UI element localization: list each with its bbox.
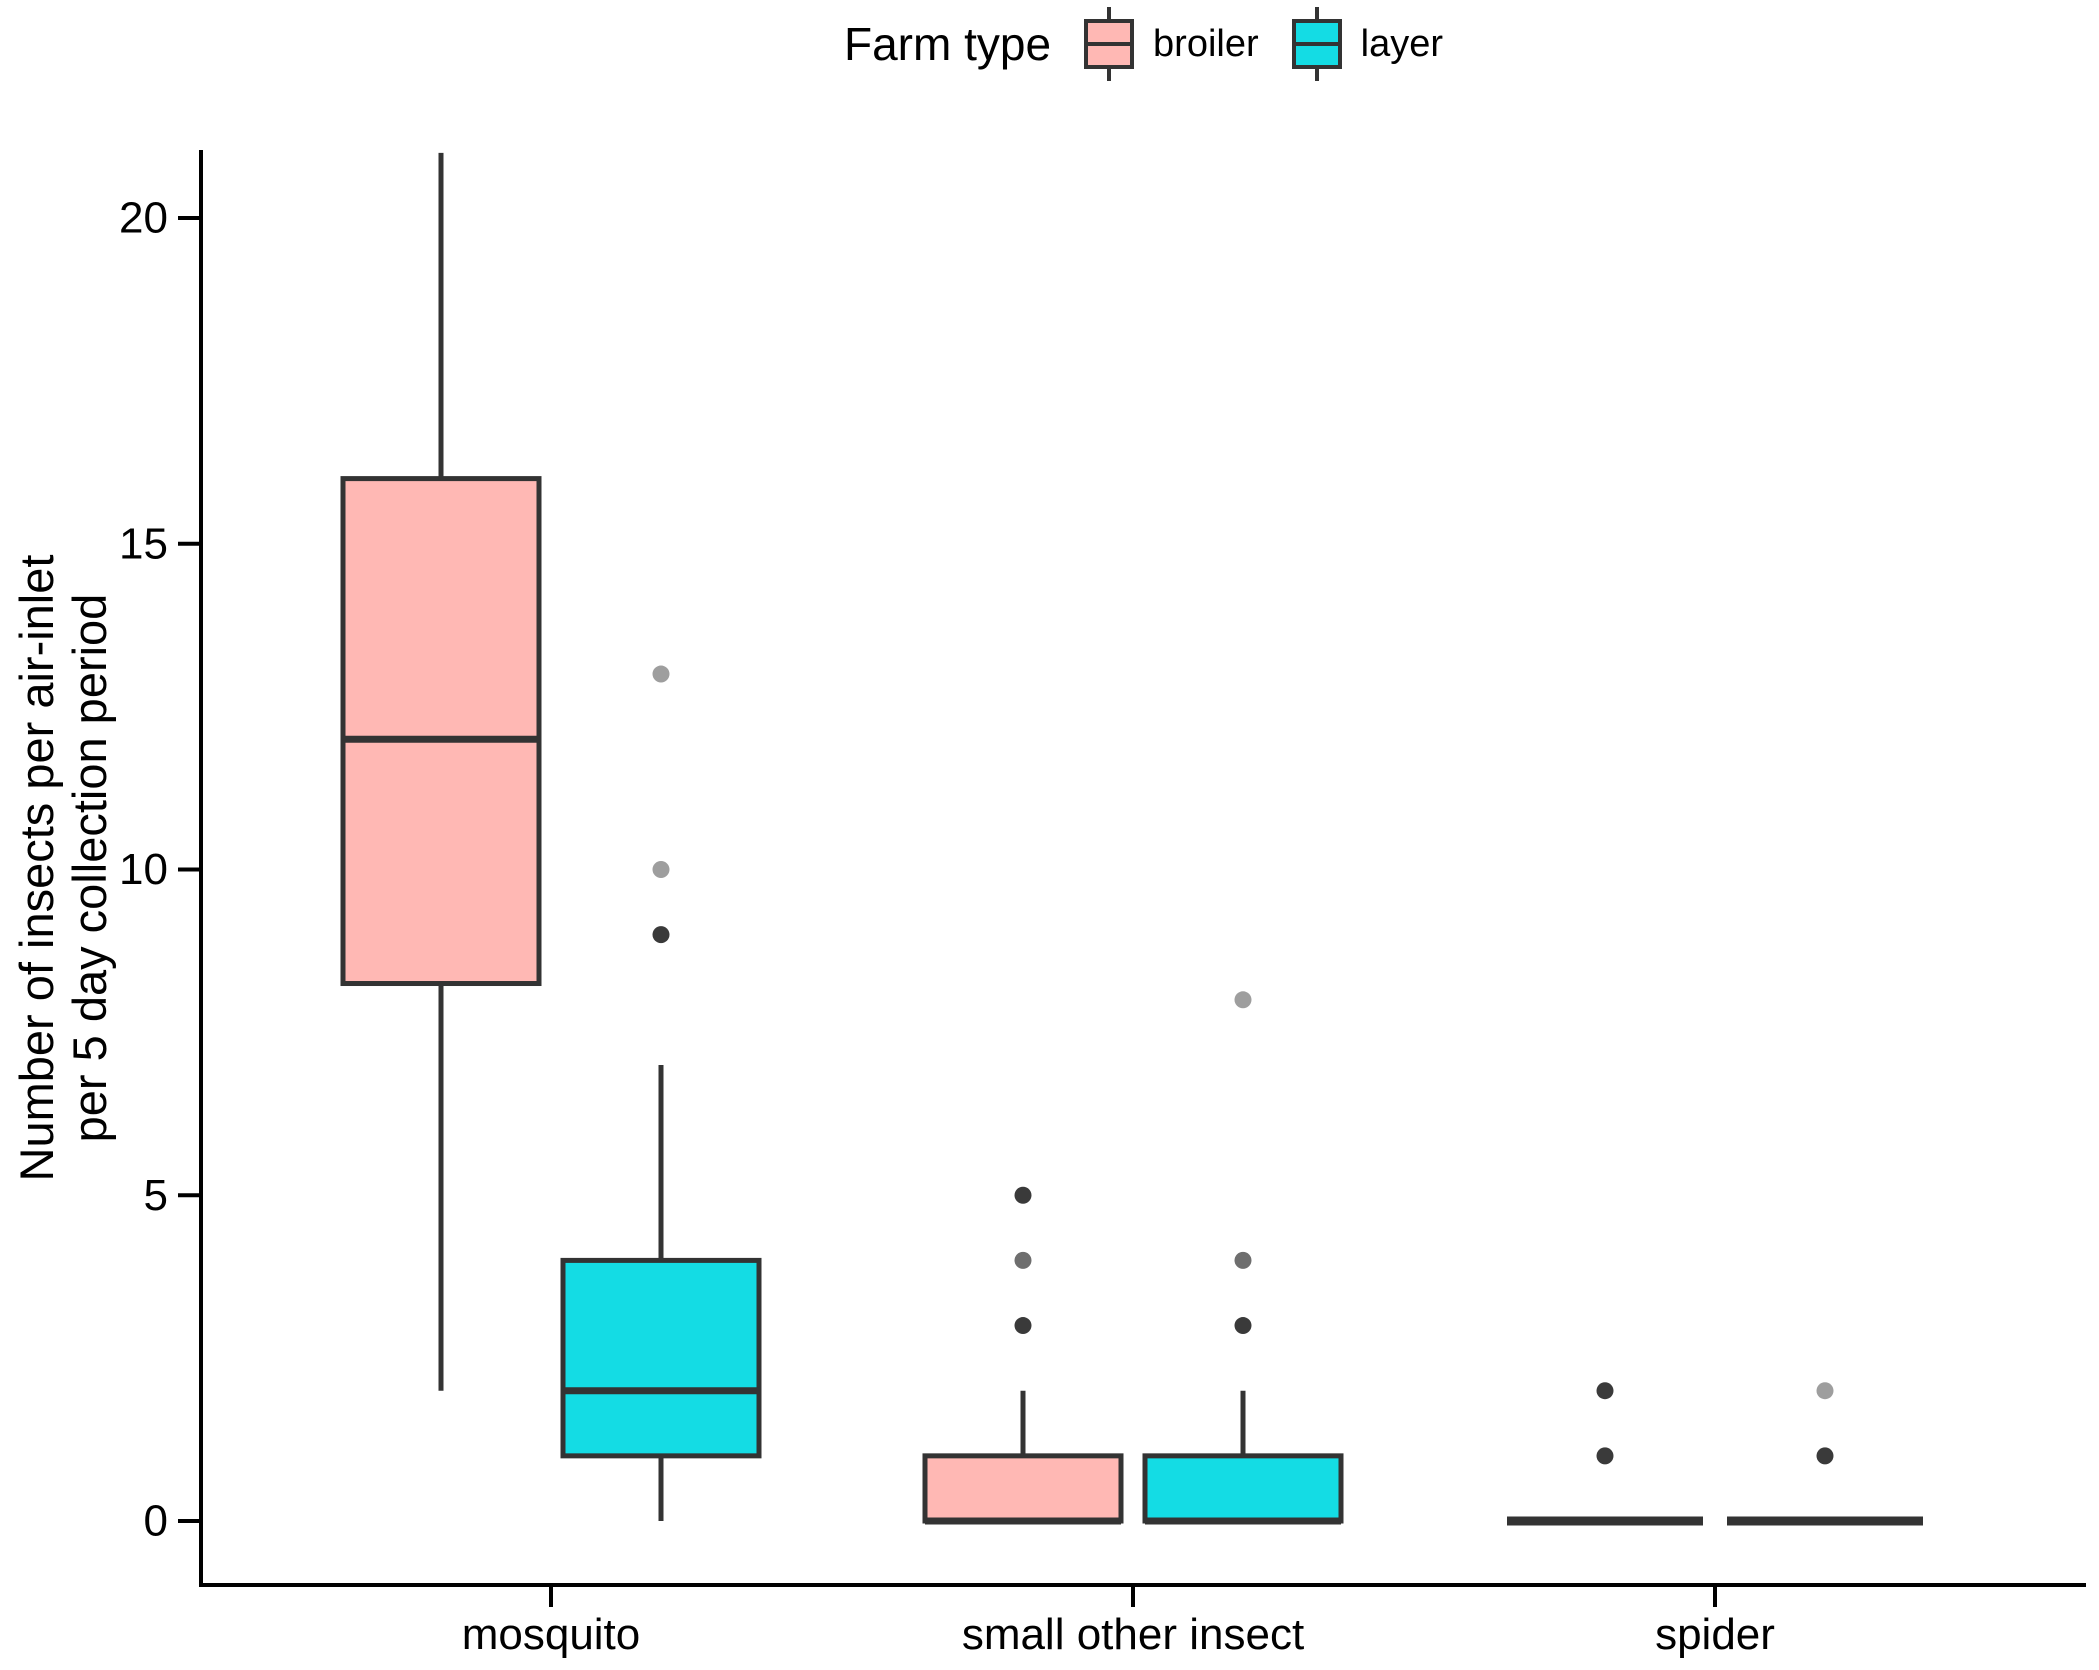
outlier-layer-mosquito xyxy=(652,861,670,878)
legend: Farm type broiler layer xyxy=(201,2,2086,86)
legend-item-broiler: broiler xyxy=(1081,5,1259,83)
box-layer-mosquito xyxy=(560,1257,762,1459)
x-tick-label: small other insect xyxy=(962,1610,1304,1659)
legend-item-layer: layer xyxy=(1289,5,1443,83)
x-tick-label: mosquito xyxy=(462,1610,641,1659)
outlier-layer-spider xyxy=(1816,1382,1834,1400)
outlier-broiler-small-other-insect xyxy=(1014,1186,1032,1204)
box-broiler-mosquito xyxy=(340,476,542,987)
outlier-broiler-small-other-insect xyxy=(1014,1317,1032,1335)
outlier-layer-mosquito xyxy=(652,665,670,683)
boxplot-key-layer-icon xyxy=(1291,7,1342,81)
outlier-layer-mosquito xyxy=(652,926,670,944)
outlier-broiler-small-other-insect xyxy=(1014,1251,1032,1269)
outlier-broiler-spider xyxy=(1596,1382,1614,1400)
y-tick-label: 5 xyxy=(144,1171,168,1220)
box-layer-small-other-insect xyxy=(1142,1453,1344,1524)
y-tick-label: 0 xyxy=(144,1497,168,1546)
box-broiler-small-other-insect xyxy=(922,1453,1124,1524)
boxplot-key-broiler-icon xyxy=(1084,7,1135,81)
y-tick-label: 15 xyxy=(119,519,168,568)
legend-label-broiler: broiler xyxy=(1153,22,1259,65)
outlier-layer-small-other-insect xyxy=(1234,1317,1252,1335)
outlier-broiler-spider xyxy=(1596,1447,1614,1465)
outlier-layer-small-other-insect xyxy=(1234,1251,1252,1269)
legend-title: Farm type xyxy=(843,18,1052,70)
outlier-layer-small-other-insect xyxy=(1234,991,1252,1009)
y-tick-label: 10 xyxy=(119,845,168,894)
y-tick-label: 20 xyxy=(119,194,168,243)
legend-label-layer: layer xyxy=(1360,22,1444,65)
outlier-layer-spider xyxy=(1816,1447,1834,1465)
x-tick-label: spider xyxy=(1655,1610,1775,1659)
